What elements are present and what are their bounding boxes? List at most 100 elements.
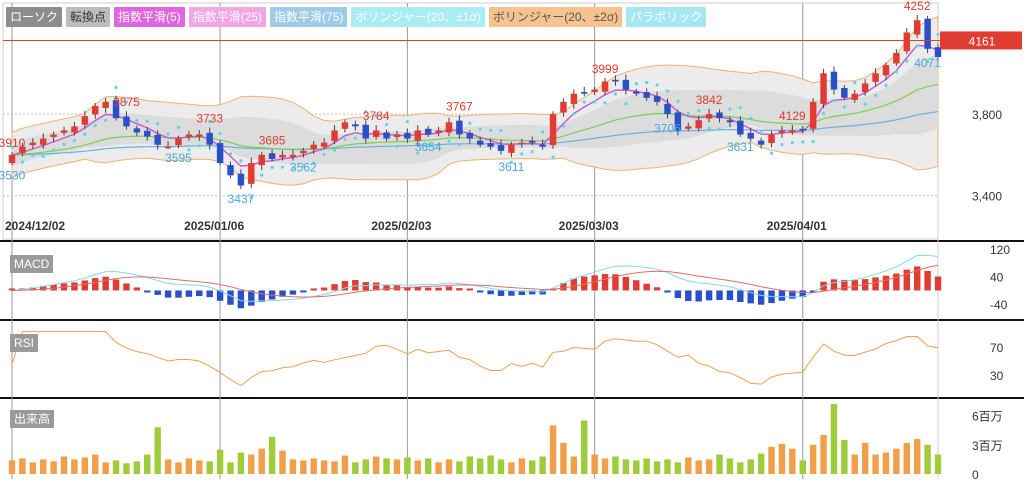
parabolic-dot xyxy=(395,144,399,149)
volume-bar xyxy=(830,403,838,474)
candle-body xyxy=(934,47,942,57)
volume-bar xyxy=(81,457,89,474)
macd-histogram-bar xyxy=(622,276,630,291)
last-price-label: 4161 xyxy=(969,34,996,48)
candle-body xyxy=(81,116,89,125)
price-tick-label: 3,800 xyxy=(972,108,1002,122)
volume-bar xyxy=(362,459,369,474)
indicator-legend: ローソク 転換点 指数平滑(5) 指数平滑(25) 指数平滑(75) ボリンジャー(20、… xyxy=(6,7,707,27)
volume-bar xyxy=(570,456,578,474)
macd-histogram-bar xyxy=(799,290,806,298)
candle-body xyxy=(102,101,109,108)
candle-body xyxy=(92,105,99,115)
parabolic-dot xyxy=(156,122,160,126)
volume-bar xyxy=(903,442,911,474)
candle-body xyxy=(456,120,463,135)
last-price-box xyxy=(940,31,1022,50)
volume-bar xyxy=(206,461,213,474)
candle-body xyxy=(903,32,911,52)
candle-body xyxy=(560,101,567,113)
volume-bar xyxy=(487,455,494,474)
parabolic-dot xyxy=(489,128,493,132)
parabolic-dot xyxy=(655,83,659,87)
volume-bar xyxy=(539,456,546,474)
macd-histogram-bar xyxy=(757,290,765,305)
volume-bar xyxy=(39,459,47,474)
volume-bar xyxy=(424,458,432,474)
macd-histogram-bar xyxy=(258,290,265,302)
parabolic-dot xyxy=(634,82,638,86)
parabolic-dot xyxy=(249,195,253,199)
candle-body xyxy=(861,83,869,93)
macd-histogram-bar xyxy=(487,290,494,295)
candle-body xyxy=(466,132,474,139)
pivot-low-label: 3706 xyxy=(654,121,681,135)
volume-label: 出来高 xyxy=(10,410,55,428)
parabolic-dot xyxy=(936,32,940,36)
parabolic-dot xyxy=(676,99,680,103)
volume-bar xyxy=(279,450,286,474)
candle-body xyxy=(258,154,265,166)
macd-histogram-bar xyxy=(29,287,37,291)
legend-item[interactable]: ボリンジャー(20、±2σ) xyxy=(488,7,623,27)
candle-body xyxy=(300,150,307,154)
parabolic-dot xyxy=(811,140,815,144)
candle-body xyxy=(123,116,130,127)
candle-body xyxy=(591,89,598,93)
legend-item[interactable]: 転換点 xyxy=(66,7,111,27)
candle-body xyxy=(851,93,858,100)
parabolic-dot xyxy=(821,111,826,115)
pivot-high-label: 3875 xyxy=(113,95,140,109)
macd-histogram-bar xyxy=(934,276,942,291)
candle-body xyxy=(924,18,931,49)
volume-bar xyxy=(643,458,650,474)
parabolic-dot xyxy=(759,131,763,135)
volume-bar xyxy=(820,435,827,474)
parabolic-dot xyxy=(270,165,274,169)
macd-histogram-bar xyxy=(92,278,99,291)
macd-histogram-bar xyxy=(123,283,130,291)
macd-tick-label: -40 xyxy=(990,298,1008,312)
candle-body xyxy=(8,154,16,164)
volume-bar xyxy=(466,456,474,474)
volume-bar xyxy=(497,459,505,474)
parabolic-dot xyxy=(20,160,25,164)
parabolic-dot xyxy=(239,159,243,163)
legend-item[interactable]: ボリンジャー(20、±1σ) xyxy=(351,7,485,27)
macd-signal-line xyxy=(11,264,939,298)
x-tick-label: 2025/02/03 xyxy=(371,219,431,233)
candle-body xyxy=(279,154,286,158)
candle-body xyxy=(71,126,78,133)
candle-body xyxy=(612,79,619,82)
parabolic-dot xyxy=(853,80,857,85)
legend-item[interactable]: パラボリック xyxy=(626,7,707,27)
volume-bar xyxy=(216,449,224,474)
parabolic-dot xyxy=(384,122,389,127)
volume-bar xyxy=(841,439,848,474)
volume-bar xyxy=(320,460,328,474)
legend-item[interactable]: 指数平滑(75) xyxy=(270,7,348,27)
candle-body xyxy=(601,81,609,92)
legend-item[interactable]: 指数平滑(5) xyxy=(114,7,185,27)
pivot-high-label: 3784 xyxy=(363,109,390,123)
volume-tick-label: 0 xyxy=(972,468,979,479)
volume-bar xyxy=(476,458,484,474)
volume-bar xyxy=(851,454,858,474)
candle-body xyxy=(622,79,630,90)
legend-item[interactable]: 指数平滑(25) xyxy=(188,7,267,27)
macd-histogram-bar xyxy=(300,290,307,293)
macd-histogram-bar xyxy=(872,277,879,291)
parabolic-dot xyxy=(780,142,784,147)
parabolic-dot xyxy=(873,93,878,97)
macd-histogram-bar xyxy=(830,279,838,291)
candle-body xyxy=(695,120,702,129)
parabolic-dot xyxy=(801,140,805,144)
parabolic-dot xyxy=(530,150,534,154)
macd-histogram-bar xyxy=(924,270,931,291)
price-tick-label: 3,400 xyxy=(972,190,1002,204)
macd-histogram-bar xyxy=(653,287,661,291)
candle-body xyxy=(705,114,713,119)
parabolic-dot xyxy=(561,124,566,128)
legend-item[interactable]: ローソク xyxy=(6,7,63,27)
